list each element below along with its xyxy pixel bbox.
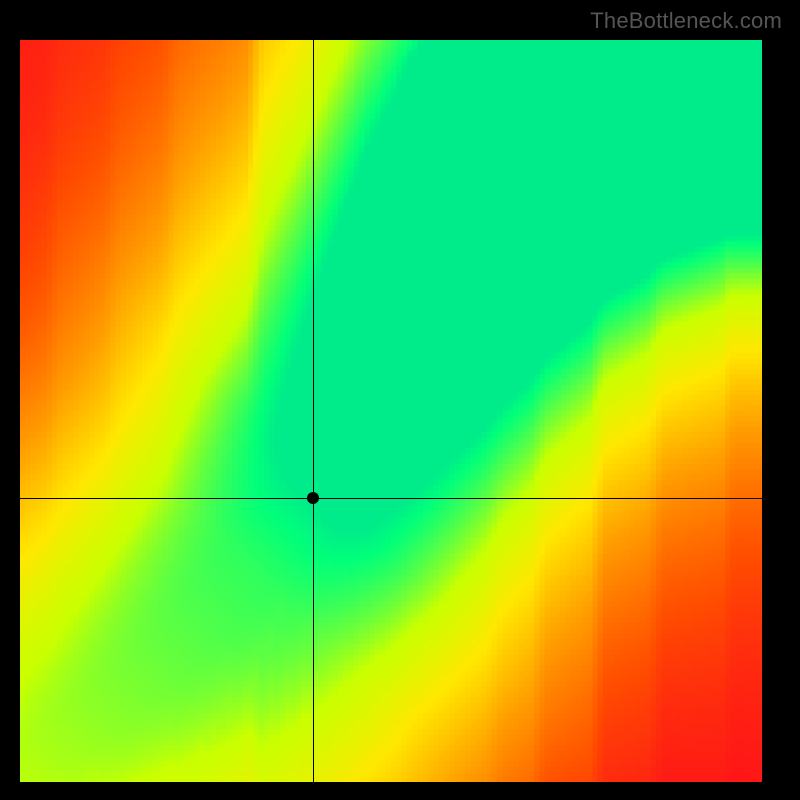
- crosshair-horizontal: [20, 498, 762, 499]
- watermark-text: TheBottleneck.com: [590, 8, 782, 34]
- chart-container: TheBottleneck.com: [0, 0, 800, 800]
- bottleneck-heatmap: [20, 40, 762, 782]
- selection-marker-dot: [307, 492, 319, 504]
- crosshair-vertical: [313, 40, 314, 782]
